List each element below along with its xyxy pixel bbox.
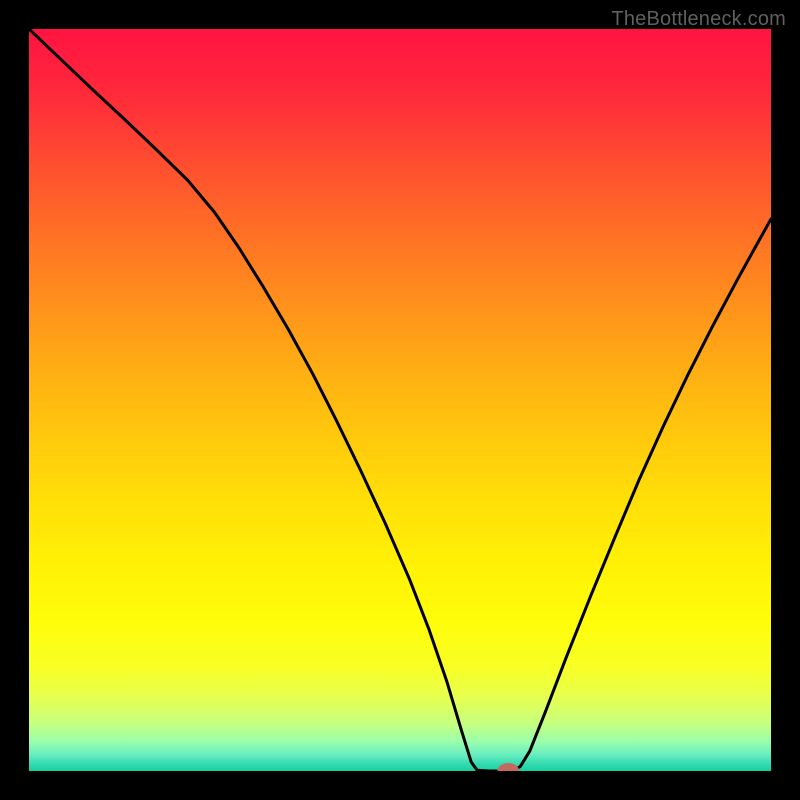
chart-svg	[29, 29, 771, 771]
watermark-text: TheBottleneck.com	[611, 8, 786, 31]
chart-plot-area	[29, 29, 771, 771]
chart-background	[29, 29, 771, 771]
